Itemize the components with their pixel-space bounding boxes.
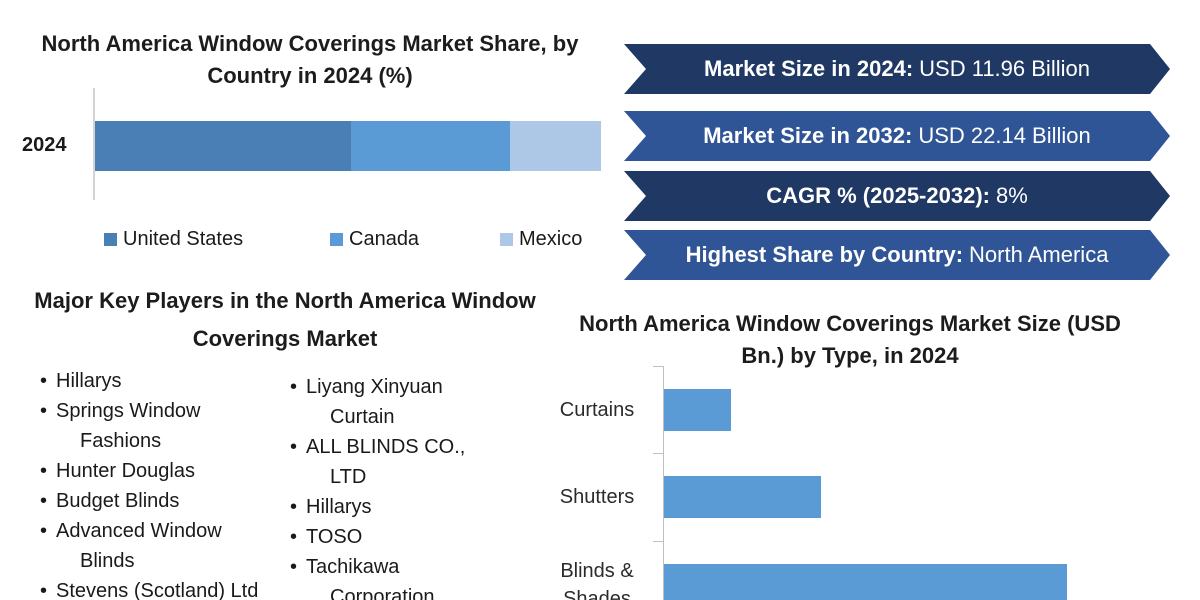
type-bar bbox=[664, 476, 821, 518]
share-segment-canada bbox=[350, 121, 510, 171]
share-segment-united-states bbox=[95, 121, 351, 171]
share-chart-category-label: 2024 bbox=[22, 134, 67, 156]
share-chart-axis bbox=[93, 88, 95, 200]
banner-key: Market Size in 2032: bbox=[703, 123, 913, 148]
banner-shape bbox=[624, 44, 1170, 94]
stat-banner: CAGR % (2025-2032): 8% bbox=[624, 171, 1170, 221]
legend-swatch bbox=[330, 233, 343, 246]
banner-key: CAGR % (2025-2032): bbox=[766, 183, 990, 208]
type-chart-axis bbox=[663, 366, 664, 600]
banner-arrow bbox=[624, 111, 1170, 161]
player-name: Hunter Douglas bbox=[56, 460, 195, 482]
player-item: Springs Window Fashions bbox=[40, 396, 280, 456]
player-name: Advanced Window bbox=[56, 520, 222, 542]
player-name-cont: Blinds bbox=[80, 550, 135, 572]
banner-key: Highest Share by Country: bbox=[685, 242, 964, 267]
player-name-cont: Corporation bbox=[330, 586, 435, 600]
share-segment-mexico bbox=[509, 121, 601, 171]
banner-shape bbox=[624, 171, 1170, 221]
banner-shape bbox=[624, 230, 1170, 280]
type-category-label: Blinds & Shades bbox=[560, 560, 634, 600]
legend-item: United States bbox=[104, 228, 243, 251]
player-item: Tachikawa Corporation bbox=[290, 552, 490, 600]
players-list-column-1: Hillarys Springs Window Fashions Hunter Dou… bbox=[40, 366, 280, 600]
type-bar bbox=[664, 389, 732, 431]
player-item: Liyang Xinyuan Curtain bbox=[290, 372, 490, 432]
player-name: ALL BLINDS CO., bbox=[306, 436, 466, 458]
player-name: Liyang Xinyuan bbox=[306, 376, 443, 398]
banner-text: Highest Share by Country: North America bbox=[664, 230, 1130, 280]
type-bar bbox=[664, 564, 1068, 600]
legend-swatch bbox=[500, 233, 513, 246]
player-name: Hillarys bbox=[56, 370, 122, 392]
banner-value: North America bbox=[969, 242, 1109, 267]
legend-swatch bbox=[104, 233, 117, 246]
player-item: ALL BLINDS CO., LTD bbox=[290, 432, 490, 492]
player-name: Springs Window bbox=[56, 400, 201, 422]
banner-arrow bbox=[624, 44, 1170, 94]
legend-label: Canada bbox=[349, 228, 420, 250]
legend-item: Mexico bbox=[500, 228, 582, 251]
share-chart-title: North America Window Coverings Market Sh… bbox=[41, 31, 579, 88]
type-chart-title: North America Window Coverings Market Si… bbox=[579, 311, 1121, 368]
banner-arrow bbox=[624, 171, 1170, 221]
banner-key: Market Size in 2024: bbox=[704, 56, 914, 81]
type-category-label: Shutters bbox=[559, 486, 635, 508]
axis-tick bbox=[653, 453, 663, 454]
player-name: Budget Blinds bbox=[56, 490, 180, 512]
banner-text: Market Size in 2024: USD 11.96 Billion bbox=[664, 44, 1130, 94]
banner-text: Market Size in 2032: USD 22.14 Billion bbox=[664, 111, 1130, 161]
type-category-label: Curtains bbox=[559, 399, 635, 421]
player-item: Hillarys bbox=[40, 366, 280, 396]
stat-banner: Market Size in 2032: USD 22.14 Billion bbox=[624, 111, 1170, 161]
player-item: Advanced Window Blinds bbox=[40, 516, 280, 576]
share-chart-legend: United States Canada Mexico bbox=[104, 228, 604, 258]
player-item: Hunter Douglas bbox=[40, 456, 280, 486]
player-name-cont: Curtain bbox=[330, 406, 395, 428]
legend-item: Canada bbox=[330, 228, 419, 251]
player-item: Hillarys bbox=[290, 492, 490, 522]
share-stacked-bar bbox=[95, 121, 601, 171]
banner-arrow bbox=[624, 230, 1170, 280]
player-name: TOSO bbox=[306, 526, 363, 548]
axis-tick bbox=[653, 366, 663, 367]
banner-text: CAGR % (2025-2032): 8% bbox=[664, 171, 1130, 221]
players-list-column-2: Liyang Xinyuan Curtain ALL BLINDS CO., LTD H… bbox=[290, 372, 490, 600]
axis-tick bbox=[653, 541, 663, 542]
players-title: Major Key Players in the North America W… bbox=[34, 288, 536, 351]
player-item: Stevens (Scotland) Ltd bbox=[40, 576, 280, 600]
banner-value: USD 11.96 Billion bbox=[919, 56, 1090, 81]
legend-label: Mexico bbox=[519, 228, 583, 250]
banner-shape bbox=[624, 111, 1170, 161]
player-name: Tachikawa bbox=[306, 556, 400, 578]
player-name: Stevens (Scotland) Ltd bbox=[56, 580, 259, 600]
player-item: Budget Blinds bbox=[40, 486, 280, 516]
player-name-cont: Fashions bbox=[80, 430, 162, 452]
banner-value: USD 22.14 Billion bbox=[918, 123, 1091, 148]
player-item: TOSO bbox=[290, 522, 490, 552]
legend-label: United States bbox=[123, 228, 244, 250]
player-name: Hillarys bbox=[306, 496, 372, 518]
stat-banner: Market Size in 2024: USD 11.96 Billion bbox=[624, 44, 1170, 94]
player-name-cont: LTD bbox=[330, 466, 367, 488]
banner-value: 8% bbox=[995, 183, 1028, 208]
stat-banner: Highest Share by Country: North America bbox=[624, 230, 1170, 280]
